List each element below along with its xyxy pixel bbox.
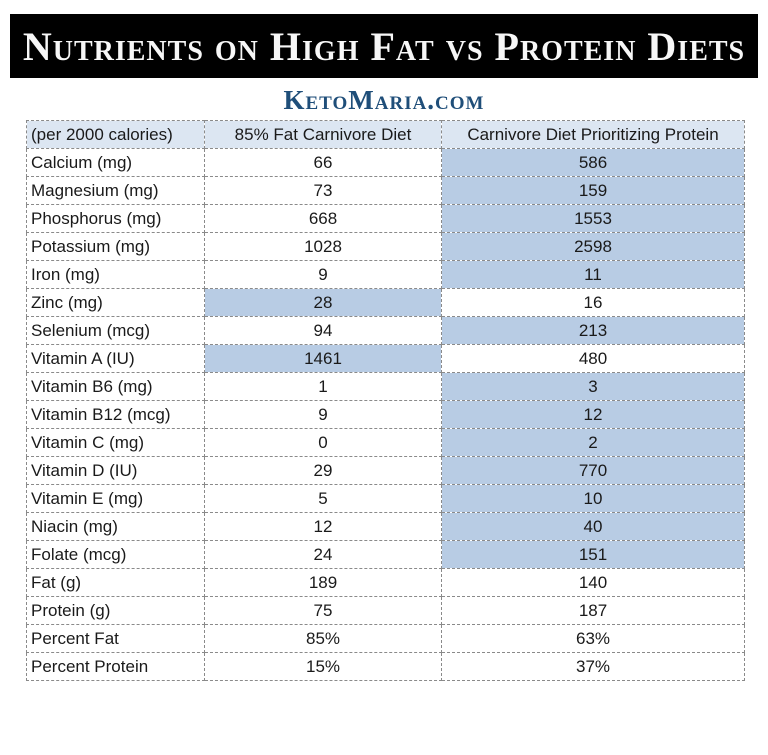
nutrient-label: Vitamin B12 (mcg) [26,400,205,429]
table-row: Potassium (mg) 1028 2598 [26,232,745,261]
nutrient-label: Vitamin A (IU) [26,344,205,373]
nutrient-label: Protein (g) [26,596,205,625]
protein-diet-value: 11 [441,260,745,289]
fat-diet-value: 94 [204,316,442,345]
title-bar: Nutrients on High Fat vs Protein Diets [10,14,758,78]
protein-diet-value: 187 [441,596,745,625]
nutrient-label: Percent Fat [26,624,205,653]
table-row: Calcium (mg) 66 586 [26,148,745,177]
nutrient-label: Magnesium (mg) [26,176,205,205]
fat-diet-value: 15% [204,652,442,681]
protein-diet-value: 159 [441,176,745,205]
site-line: KetoMaria.com [0,84,768,116]
column-header-protein-diet: Carnivore Diet Prioritizing Protein [441,120,745,149]
protein-diet-value: 10 [441,484,745,513]
fat-diet-value: 66 [204,148,442,177]
protein-diet-value: 3 [441,372,745,401]
protein-diet-value: 37% [441,652,745,681]
nutrient-label: Niacin (mg) [26,512,205,541]
table-row: Vitamin B6 (mg) 1 3 [26,372,745,401]
protein-diet-value: 40 [441,512,745,541]
table-row: Zinc (mg) 28 16 [26,288,745,317]
table-row: Folate (mcg) 24 151 [26,540,745,569]
fat-diet-value: 668 [204,204,442,233]
protein-diet-value: 16 [441,288,745,317]
fat-diet-value: 85% [204,624,442,653]
fat-diet-value: 1461 [204,344,442,373]
fat-diet-value: 24 [204,540,442,569]
fat-diet-value: 0 [204,428,442,457]
fat-diet-value: 73 [204,176,442,205]
nutrient-label: Calcium (mg) [26,148,205,177]
nutrient-label: Vitamin C (mg) [26,428,205,457]
nutrient-label: Potassium (mg) [26,232,205,261]
nutrient-label: Fat (g) [26,568,205,597]
table-row: Vitamin A (IU) 1461 480 [26,344,745,373]
table-row: Percent Protein 15% 37% [26,652,745,681]
protein-diet-value: 1553 [441,204,745,233]
site-name: KetoMaria.com [283,85,485,115]
table-row: Vitamin C (mg) 0 2 [26,428,745,457]
protein-diet-value: 2598 [441,232,745,261]
protein-diet-value: 151 [441,540,745,569]
table-row: Vitamin E (mg) 5 10 [26,484,745,513]
fat-diet-value: 1 [204,372,442,401]
protein-diet-value: 12 [441,400,745,429]
table-row: Magnesium (mg) 73 159 [26,176,745,205]
fat-diet-value: 189 [204,568,442,597]
nutrient-label: Selenium (mcg) [26,316,205,345]
protein-diet-value: 770 [441,456,745,485]
table-row: Percent Fat 85% 63% [26,624,745,653]
table-row: Vitamin D (IU) 29 770 [26,456,745,485]
table-row: Vitamin B12 (mcg) 9 12 [26,400,745,429]
fat-diet-value: 1028 [204,232,442,261]
table-row: Iron (mg) 9 11 [26,260,745,289]
protein-diet-value: 586 [441,148,745,177]
nutrient-label: Percent Protein [26,652,205,681]
protein-diet-value: 2 [441,428,745,457]
fat-diet-value: 28 [204,288,442,317]
table-header-row: (per 2000 calories) 85% Fat Carnivore Di… [26,120,745,149]
table-row: Protein (g) 75 187 [26,596,745,625]
fat-diet-value: 75 [204,596,442,625]
protein-diet-value: 213 [441,316,745,345]
page-title: Nutrients on High Fat vs Protein Diets [22,23,746,69]
nutrient-label: Zinc (mg) [26,288,205,317]
protein-diet-value: 63% [441,624,745,653]
fat-diet-value: 12 [204,512,442,541]
nutrient-label: Phosphorus (mg) [26,204,205,233]
fat-diet-value: 29 [204,456,442,485]
column-header-per-calories: (per 2000 calories) [26,120,205,149]
table-row: Phosphorus (mg) 668 1553 [26,204,745,233]
nutrient-label: Vitamin D (IU) [26,456,205,485]
nutrient-label: Vitamin E (mg) [26,484,205,513]
protein-diet-value: 140 [441,568,745,597]
fat-diet-value: 9 [204,260,442,289]
table-row: Selenium (mcg) 94 213 [26,316,745,345]
fat-diet-value: 9 [204,400,442,429]
column-header-fat-diet: 85% Fat Carnivore Diet [204,120,442,149]
nutrient-label: Folate (mcg) [26,540,205,569]
fat-diet-value: 5 [204,484,442,513]
table-row: Niacin (mg) 12 40 [26,512,745,541]
protein-diet-value: 480 [441,344,745,373]
nutrient-comparison-table: (per 2000 calories) 85% Fat Carnivore Di… [26,120,745,681]
table-row: Fat (g) 189 140 [26,568,745,597]
nutrient-label: Iron (mg) [26,260,205,289]
nutrient-label: Vitamin B6 (mg) [26,372,205,401]
